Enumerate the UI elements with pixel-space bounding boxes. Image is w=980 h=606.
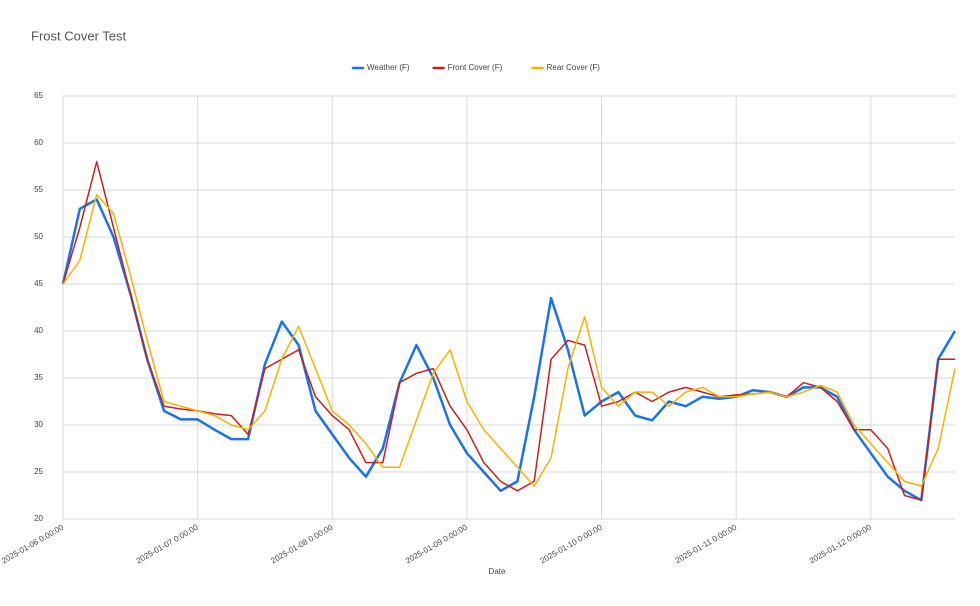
y-tick-label: 20 — [34, 514, 43, 523]
y-tick-label: 60 — [34, 138, 43, 147]
x-tick-label: 2025-01-08 0:00:00 — [269, 522, 334, 565]
y-tick-label: 35 — [34, 373, 43, 382]
y-tick-label: 50 — [34, 232, 43, 241]
x-tick-label: 2025-01-11 0:00:00 — [674, 522, 739, 565]
y-tick-label: 30 — [34, 420, 43, 429]
y-tick-label: 45 — [34, 279, 43, 288]
y-tick-label: 55 — [34, 185, 43, 194]
x-tick-label: 2025-01-12 0:00:00 — [808, 522, 873, 565]
x-tick-label: 2025-01-06 0:00:00 — [0, 522, 65, 565]
x-tick-label: 2025-01-10 0:00:00 — [539, 522, 604, 565]
x-tick-label: 2025-01-07 0:00:00 — [135, 522, 200, 565]
y-tick-label: 25 — [34, 467, 43, 476]
data-line — [62, 193, 956, 487]
x-tick-label: 2025-01-09 0:00:00 — [404, 522, 469, 565]
legend-label: Rear Cover (F) — [547, 63, 601, 72]
chart-title: Frost Cover Test — [31, 28, 127, 43]
y-tick-label: 65 — [34, 91, 43, 100]
x-axis-label: Date — [489, 567, 506, 576]
legend-label: Weather (F) — [367, 63, 410, 72]
data-line — [61, 198, 957, 502]
legend-label: Front Cover (F) — [448, 63, 503, 72]
data-line — [62, 161, 955, 501]
y-tick-label: 40 — [34, 326, 43, 335]
